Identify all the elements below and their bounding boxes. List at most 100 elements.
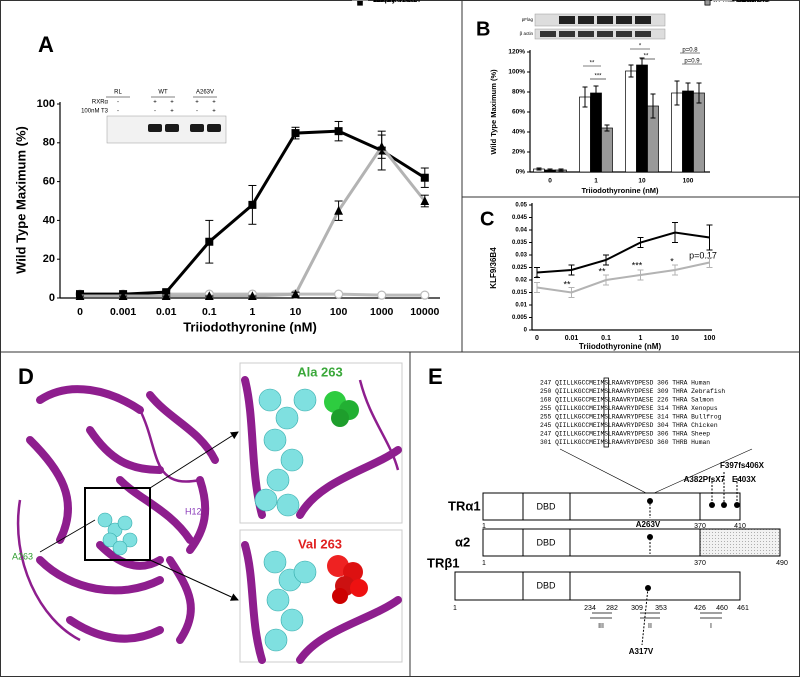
x-tick-label: 1 bbox=[249, 306, 255, 318]
x-tick-label: 100 bbox=[330, 306, 348, 318]
mutation-label: F397fs406X bbox=[720, 461, 765, 470]
alignment-row: 250 QIILLKGCCMEIMSLRAAVRYDPESE 309 THRA … bbox=[540, 388, 725, 395]
y-tick-label: 120% bbox=[508, 49, 525, 56]
series-line bbox=[536, 231, 710, 274]
y-tick-label: 100 bbox=[37, 98, 55, 110]
legend-swatch bbox=[704, 0, 711, 6]
blot-sign: + bbox=[212, 109, 216, 115]
blot-sign: + bbox=[170, 109, 174, 115]
blot-band bbox=[578, 31, 594, 37]
panel-letter: C bbox=[480, 208, 494, 230]
helix-label: H12 bbox=[185, 506, 202, 516]
x-tick-label: 1 bbox=[594, 178, 598, 185]
annotation: p=0.17 bbox=[689, 250, 717, 260]
position: 1 bbox=[453, 605, 457, 612]
blot-band bbox=[559, 31, 575, 37]
point bbox=[377, 141, 387, 151]
position: 309 bbox=[631, 605, 643, 612]
point bbox=[377, 290, 387, 300]
blot-group: WT bbox=[158, 90, 168, 96]
point bbox=[357, 0, 363, 6]
blot-sign: + bbox=[212, 100, 216, 106]
bar bbox=[693, 92, 705, 173]
position: 234 bbox=[584, 605, 596, 612]
position: 370 bbox=[694, 560, 706, 567]
point bbox=[291, 289, 300, 299]
bar bbox=[590, 92, 602, 173]
annotation: ** bbox=[644, 54, 649, 60]
x-axis-label: Triiodothyronine (nM) bbox=[183, 319, 317, 334]
blot-band bbox=[635, 31, 651, 37]
annotation: p=0.8 bbox=[682, 48, 698, 54]
annotation: * bbox=[670, 256, 674, 266]
x-tick-label: 0 bbox=[77, 306, 83, 318]
zoom-title: Val 263 bbox=[298, 536, 342, 551]
blot-label: β actin bbox=[520, 31, 534, 36]
blot-band bbox=[559, 16, 575, 24]
point bbox=[204, 291, 214, 301]
x-tick-label: 0.1 bbox=[601, 335, 611, 342]
point bbox=[118, 291, 128, 301]
annotation: ** bbox=[590, 61, 595, 67]
legend-label: WT TRα1 bbox=[373, 0, 406, 4]
protein-structure: D A263 H12 Ala 263 bbox=[12, 362, 403, 664]
position: 370 bbox=[694, 523, 706, 530]
blot-band bbox=[190, 124, 204, 132]
x-tick-label: 10000 bbox=[410, 306, 439, 318]
annotation: ** bbox=[598, 266, 606, 276]
mutation-label: A263V bbox=[636, 520, 661, 529]
alignment-row: 255 QIILLKGCCMEIMSLRAAVRYDPESE 314 THRA … bbox=[540, 405, 718, 412]
x-tick-label: 0.001 bbox=[110, 306, 136, 318]
blot-row-label: 100nM T3 bbox=[81, 109, 109, 115]
legend-label: WT TRα1 + WT TRα1 bbox=[713, 0, 762, 3]
blot-band bbox=[148, 124, 162, 132]
panel-letter: A bbox=[38, 32, 54, 57]
position: 490 bbox=[776, 560, 788, 567]
x-tick-label: 0.01 bbox=[565, 335, 579, 342]
region-label: I bbox=[710, 623, 712, 630]
blot-band bbox=[635, 16, 651, 24]
x-tick-label: 10 bbox=[290, 306, 302, 318]
y-tick-label: 0 bbox=[524, 328, 528, 334]
domain-label: DBD bbox=[536, 537, 556, 547]
y-tick-label: 20 bbox=[43, 253, 55, 265]
x-tick-label: 100 bbox=[683, 178, 694, 185]
y-tick-label: 0.04 bbox=[515, 228, 527, 234]
annotation: * bbox=[639, 44, 642, 50]
y-tick-label: 80% bbox=[512, 89, 525, 96]
annotation: ** bbox=[563, 279, 571, 289]
x-tick-label: 0.01 bbox=[156, 306, 177, 318]
gene-name: TRα1 bbox=[448, 498, 481, 513]
x-axis-label: Triiodothyronine (nM) bbox=[581, 186, 659, 195]
x-tick-label: 100 bbox=[704, 335, 716, 342]
y-tick-label: 100% bbox=[508, 69, 525, 76]
region-label: III bbox=[598, 623, 604, 630]
y-axis-label: Wild Type Maximum (%) bbox=[13, 126, 28, 274]
alignment-row: 247 QIILLKGCCMEIMSLRAAVRYDPESD 306 THRA … bbox=[540, 380, 710, 387]
x-tick-label: 10 bbox=[671, 335, 679, 342]
blot-sign: - bbox=[196, 109, 198, 115]
point bbox=[334, 127, 343, 136]
y-tick-label: 0.01 bbox=[515, 303, 527, 309]
blot-band bbox=[207, 124, 221, 132]
y-tick-label: 0.015 bbox=[512, 290, 528, 296]
y-tick-label: 0.02 bbox=[515, 278, 527, 284]
blot-band bbox=[540, 31, 556, 37]
annotation: * bbox=[535, 273, 539, 283]
blot-band bbox=[165, 124, 179, 132]
panel-letter: E bbox=[428, 364, 443, 389]
legend-label: A263V bbox=[736, 0, 761, 4]
mutation-label: A317V bbox=[629, 647, 654, 656]
gene-name: α2 bbox=[455, 534, 470, 549]
legend-label: WT TRα1 + A263V TRα1 bbox=[713, 0, 770, 3]
blot-band bbox=[616, 31, 632, 37]
annotation: *** bbox=[594, 74, 602, 80]
point bbox=[248, 200, 257, 209]
point bbox=[161, 291, 171, 301]
mutation-label: A382PfsX7 bbox=[684, 475, 726, 484]
panel-letter: D bbox=[18, 364, 34, 389]
y-tick-label: 0 bbox=[49, 292, 55, 304]
point bbox=[420, 290, 430, 300]
blot-label: pFlag bbox=[522, 17, 534, 22]
